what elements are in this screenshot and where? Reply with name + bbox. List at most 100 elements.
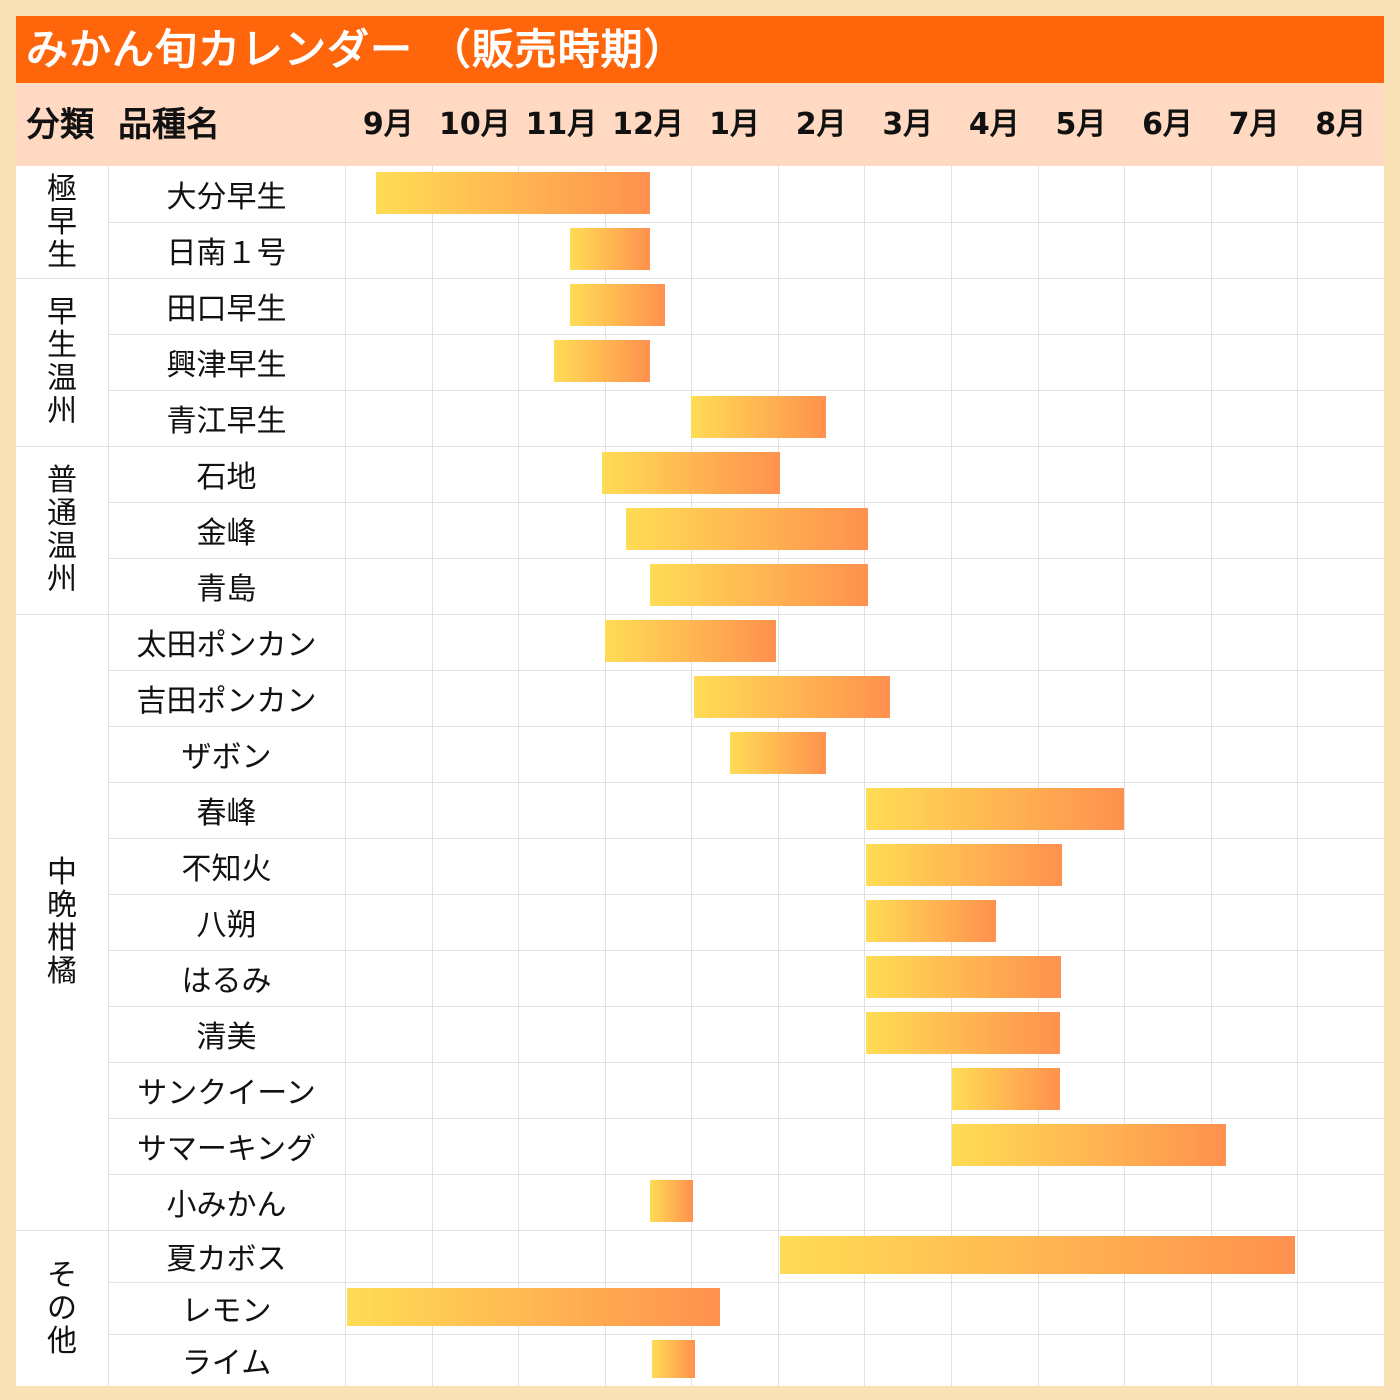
row-gridline [16, 278, 1384, 279]
header-variety: 品種名 [118, 105, 220, 145]
month-label: 11月 [525, 107, 598, 142]
variety-label: 青島 [196, 572, 257, 607]
month-label: 8月 [1315, 107, 1367, 142]
variety-label: 田口早生 [166, 292, 287, 327]
variety-label: サンクイーン [137, 1076, 316, 1111]
season-bar [730, 732, 826, 774]
variety-label: 太田ポンカン [136, 628, 317, 663]
month-label: 10月 [438, 107, 511, 142]
season-bar [346, 1288, 720, 1326]
variety-label: 金峰 [196, 516, 257, 551]
variety-label: ザボン [181, 740, 272, 775]
category-text: 極早生 [47, 171, 77, 273]
header-category: 分類 [26, 105, 94, 145]
month-gridline [1297, 166, 1299, 1386]
season-bar [866, 1012, 1061, 1054]
variety-label: レモン [181, 1294, 272, 1329]
season-bar [649, 1180, 694, 1222]
row-gridline [16, 614, 1384, 615]
season-bar [866, 956, 1061, 998]
row-gridline [16, 1230, 1384, 1231]
month-gridline [604, 166, 606, 1386]
season-bar [553, 340, 650, 382]
row-gridline [108, 1282, 1384, 1283]
season-bar [602, 452, 780, 494]
row-gridline [108, 726, 1384, 727]
divider [108, 166, 109, 1386]
row-gridline [108, 502, 1384, 503]
month-gridline [1124, 166, 1126, 1386]
row-gridline [108, 1334, 1384, 1335]
month-gridline [518, 166, 520, 1386]
row-gridline [108, 1006, 1384, 1007]
month-label: 9月 [362, 107, 414, 142]
month-label: 6月 [1142, 107, 1193, 142]
category-label: 極早生 [16, 166, 108, 278]
row-gridline [108, 1062, 1384, 1063]
season-bar [866, 844, 1062, 886]
month-label: 2月 [795, 107, 847, 142]
season-bar [866, 900, 997, 942]
season-bar [604, 620, 777, 662]
row-gridline [108, 950, 1384, 951]
calendar-grid: 極早生 早生温州 普通温州 中晩柑橘 その他 大分早生 日南１号 田口早生 興津早生 青江早生 石地… [16, 166, 1384, 1386]
variety-label: 清美 [196, 1020, 257, 1055]
variety-label: 吉田ポンカン [136, 684, 317, 719]
season-bar [652, 1340, 695, 1378]
row-gridline [108, 670, 1384, 671]
season-bar [625, 508, 868, 550]
category-text: 中晩柑橘 [47, 855, 77, 989]
season-bar [779, 1236, 1295, 1274]
row-gridline [108, 390, 1384, 391]
month-label: 12月 [612, 107, 684, 142]
season-bar [693, 676, 891, 718]
season-bar [691, 396, 826, 438]
row-gridline [108, 334, 1384, 335]
month-label: 1月 [709, 107, 761, 142]
season-bar [951, 1124, 1226, 1166]
row-gridline [108, 222, 1384, 223]
variety-label: 大分早生 [166, 180, 287, 215]
category-label: 普通温州 [16, 446, 108, 614]
category-text: 普通温州 [47, 463, 77, 597]
row-gridline [108, 894, 1384, 895]
header-row: 分類 品種名 9月 10月 11月 12月 1月 2月 3月 4月 5月 6月 7月 8月 [16, 84, 1384, 166]
month-gridline [431, 166, 433, 1386]
category-text: その他 [47, 1257, 77, 1359]
month-gridline [1210, 166, 1212, 1386]
row-gridline [16, 446, 1384, 447]
variety-label: 興津早生 [166, 348, 287, 383]
month-gridline [864, 166, 866, 1386]
variety-label: ライム [181, 1346, 272, 1381]
month-label: 4月 [968, 107, 1020, 142]
season-bar [866, 788, 1125, 830]
variety-label: 春峰 [196, 796, 257, 831]
month-gridline [691, 166, 693, 1386]
chart-title: みかん旬カレンダー （販売時期） [16, 16, 1384, 83]
season-bar [570, 284, 666, 326]
month-gridline [777, 166, 779, 1386]
month-label: 7月 [1228, 107, 1280, 142]
season-bar [570, 228, 650, 270]
month-label: 5月 [1055, 107, 1107, 142]
category-label: 中晩柑橘 [16, 614, 108, 1230]
variety-label: はるみ [181, 964, 272, 999]
row-gridline [108, 838, 1384, 839]
variety-label: 夏カボス [166, 1242, 287, 1277]
variety-label: 小みかん [166, 1188, 287, 1223]
row-gridline [108, 1118, 1384, 1119]
month-gridline [345, 166, 346, 1386]
variety-label: サマーキング [136, 1132, 317, 1167]
variety-label: 不知火 [181, 852, 272, 887]
variety-label: 青江早生 [166, 404, 287, 439]
variety-label: 八朔 [196, 908, 257, 943]
category-label: その他 [16, 1230, 108, 1386]
season-bar [649, 564, 868, 606]
month-gridline [951, 166, 953, 1386]
row-gridline [108, 1174, 1384, 1175]
season-bar [951, 1068, 1061, 1110]
category-text: 早生温州 [47, 295, 77, 429]
row-gridline [108, 782, 1384, 783]
season-bar [376, 172, 650, 214]
row-gridline [108, 558, 1384, 559]
